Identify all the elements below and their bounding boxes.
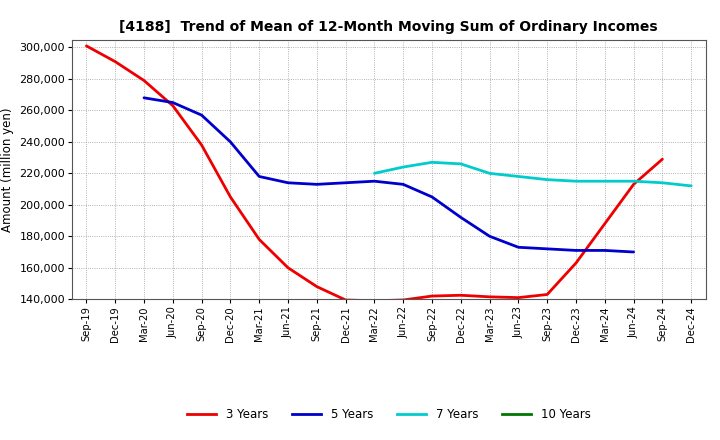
3 Years <box>284 265 292 270</box>
7 Years <box>543 177 552 182</box>
3 Years <box>312 284 321 289</box>
5 Years <box>399 182 408 187</box>
3 Years <box>543 292 552 297</box>
3 Years <box>572 260 580 266</box>
5 Years <box>168 100 177 105</box>
5 Years <box>428 194 436 200</box>
5 Years <box>255 174 264 179</box>
3 Years <box>111 59 120 64</box>
3 Years <box>168 103 177 108</box>
3 Years <box>140 78 148 83</box>
7 Years <box>658 180 667 185</box>
5 Years <box>485 234 494 239</box>
7 Years <box>600 179 609 184</box>
7 Years <box>572 179 580 184</box>
7 Years <box>514 174 523 179</box>
3 Years <box>456 293 465 298</box>
7 Years <box>428 160 436 165</box>
7 Years <box>370 171 379 176</box>
5 Years <box>226 139 235 144</box>
3 Years <box>514 295 523 300</box>
5 Years <box>197 113 206 118</box>
7 Years <box>456 161 465 166</box>
5 Years <box>600 248 609 253</box>
3 Years <box>629 182 638 187</box>
3 Years <box>658 157 667 162</box>
3 Years <box>341 297 350 303</box>
3 Years <box>428 293 436 299</box>
5 Years <box>312 182 321 187</box>
7 Years <box>687 183 696 189</box>
Legend: 3 Years, 5 Years, 7 Years, 10 Years: 3 Years, 5 Years, 7 Years, 10 Years <box>182 404 595 426</box>
5 Years <box>456 215 465 220</box>
3 Years <box>226 194 235 200</box>
7 Years <box>629 179 638 184</box>
7 Years <box>399 165 408 170</box>
3 Years <box>399 297 408 303</box>
5 Years <box>629 249 638 255</box>
Line: 5 Years: 5 Years <box>144 98 634 252</box>
3 Years <box>197 143 206 148</box>
Line: 3 Years: 3 Years <box>86 46 662 301</box>
5 Years <box>572 248 580 253</box>
3 Years <box>485 294 494 300</box>
3 Years <box>370 298 379 304</box>
7 Years <box>485 171 494 176</box>
3 Years <box>600 221 609 226</box>
5 Years <box>284 180 292 185</box>
5 Years <box>543 246 552 252</box>
5 Years <box>514 245 523 250</box>
3 Years <box>82 43 91 48</box>
Title: [4188]  Trend of Mean of 12-Month Moving Sum of Ordinary Incomes: [4188] Trend of Mean of 12-Month Moving … <box>120 20 658 34</box>
Line: 7 Years: 7 Years <box>374 162 691 186</box>
5 Years <box>370 179 379 184</box>
3 Years <box>255 237 264 242</box>
Y-axis label: Amount (million yen): Amount (million yen) <box>1 107 14 231</box>
5 Years <box>140 95 148 100</box>
5 Years <box>341 180 350 185</box>
